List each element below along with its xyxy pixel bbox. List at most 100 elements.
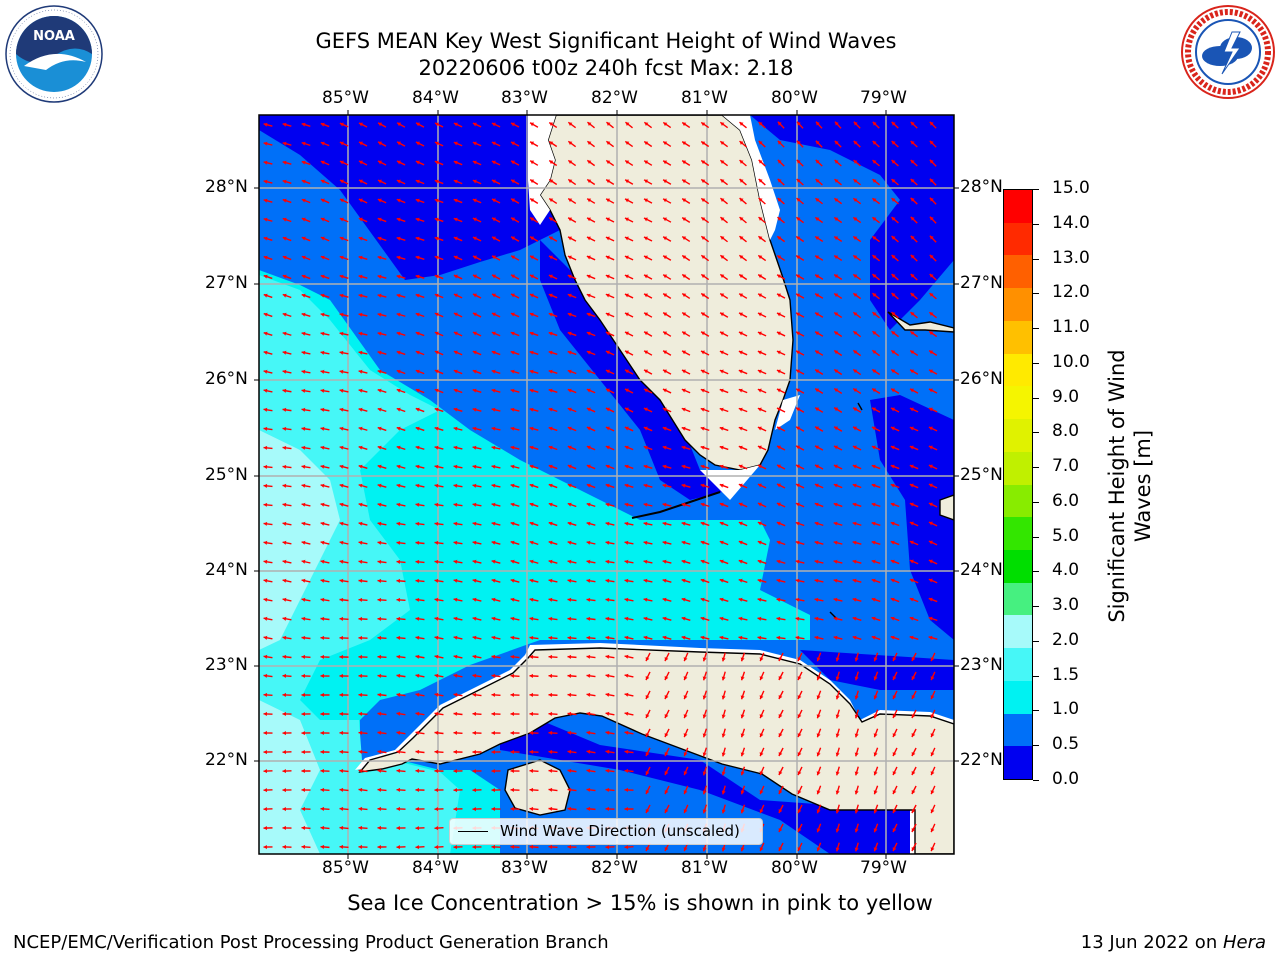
arrow-head	[472, 768, 476, 774]
arrow-head	[301, 749, 305, 755]
arrow-head	[776, 616, 781, 621]
arrow-head	[377, 578, 382, 583]
arrow-head	[624, 730, 629, 735]
arrow-head	[548, 711, 553, 716]
arrow-head	[644, 293, 649, 298]
arrow-head	[586, 768, 591, 773]
arrow-head	[396, 521, 401, 526]
arrow-head	[491, 521, 496, 526]
arrow-head	[854, 733, 859, 738]
arrow-head	[282, 578, 287, 583]
arrow-head	[301, 559, 306, 564]
arrow-head	[358, 217, 363, 222]
arrow-head	[339, 844, 344, 849]
arrow-head	[377, 559, 382, 564]
arrow-head	[720, 255, 725, 260]
arrow-head	[853, 350, 858, 355]
nws-logo	[1181, 5, 1275, 99]
arrow-head	[740, 733, 745, 738]
arrow-head	[263, 540, 268, 545]
arrow-head	[548, 844, 553, 849]
arrow-head	[795, 616, 800, 621]
arrow-head	[833, 521, 838, 526]
arrow-head	[909, 502, 914, 507]
lat-label-right: 28°N	[960, 177, 1003, 197]
arrow-head	[797, 714, 802, 719]
arrow-head	[472, 407, 477, 412]
arrow-head	[834, 369, 839, 374]
arrow-head	[681, 559, 686, 564]
arrow-head	[263, 635, 268, 640]
arrow-head	[739, 122, 744, 126]
arrow-head	[871, 635, 876, 640]
arrow-head	[605, 768, 610, 773]
arrow-head	[510, 692, 515, 698]
arrow-head	[301, 521, 306, 526]
arrow-head	[929, 331, 934, 336]
arrow-head	[890, 597, 895, 602]
arrow-head	[396, 179, 401, 184]
arrow-head	[282, 673, 287, 678]
arrow-head	[816, 733, 821, 738]
arrow-head	[453, 141, 458, 146]
arrow-head	[816, 695, 821, 700]
arrow-head	[491, 692, 496, 697]
arrow-head	[681, 407, 686, 412]
arrow-head	[567, 654, 572, 659]
arrow-head	[796, 388, 801, 393]
arrow-head	[586, 331, 591, 336]
arrow-head	[320, 768, 325, 774]
arrow-head	[358, 597, 363, 602]
arrow-head	[721, 752, 726, 757]
arrow-head	[606, 122, 611, 126]
arrow-head	[282, 616, 287, 621]
arrow-head	[701, 141, 706, 146]
arrow-head	[738, 521, 743, 526]
arrow-head	[263, 141, 268, 146]
arrow-head	[683, 657, 688, 662]
arrow-head	[529, 312, 534, 317]
arrow-head	[891, 350, 896, 355]
arrow-head	[797, 752, 802, 757]
arrow-head	[301, 768, 305, 774]
arrow-head	[911, 752, 916, 756]
arrow-head	[415, 578, 420, 583]
arrow-head	[472, 198, 477, 203]
arrow-head	[567, 350, 572, 355]
arrow-head	[453, 806, 458, 812]
arrow-head	[625, 160, 630, 165]
arrow-head	[663, 236, 668, 241]
arrow-head	[757, 312, 762, 317]
arrow-head	[415, 673, 420, 678]
arrow-head	[928, 597, 933, 602]
arrow-head	[872, 293, 877, 297]
arrow-head	[567, 312, 572, 317]
arrow-head	[681, 578, 686, 583]
arrow-head	[683, 771, 688, 776]
arrow-head	[681, 464, 686, 469]
arrow-head	[415, 198, 420, 203]
arrow-head	[738, 426, 743, 431]
colorbar-segment	[1004, 418, 1032, 452]
arrow-head	[624, 597, 629, 602]
arrow-head	[510, 350, 515, 355]
arrow-head	[662, 502, 667, 507]
arrow-head	[624, 293, 629, 298]
arrow-head	[643, 521, 648, 526]
arrow-head	[776, 559, 781, 564]
arrow-head	[301, 141, 306, 146]
arrow-head	[700, 407, 705, 412]
arrow-head	[624, 217, 629, 222]
arrow-head	[472, 255, 477, 260]
arrow-head	[339, 578, 344, 583]
arrow-head	[282, 426, 287, 431]
arrow-head	[567, 274, 572, 279]
arrow-head	[586, 236, 591, 241]
arrow-head	[510, 407, 515, 412]
arrow-head	[624, 578, 629, 583]
arrow-head	[721, 714, 726, 719]
arrow-head	[453, 502, 458, 507]
arrow-head	[930, 733, 935, 738]
arrow-head	[852, 597, 857, 602]
arrow-head	[529, 350, 534, 355]
